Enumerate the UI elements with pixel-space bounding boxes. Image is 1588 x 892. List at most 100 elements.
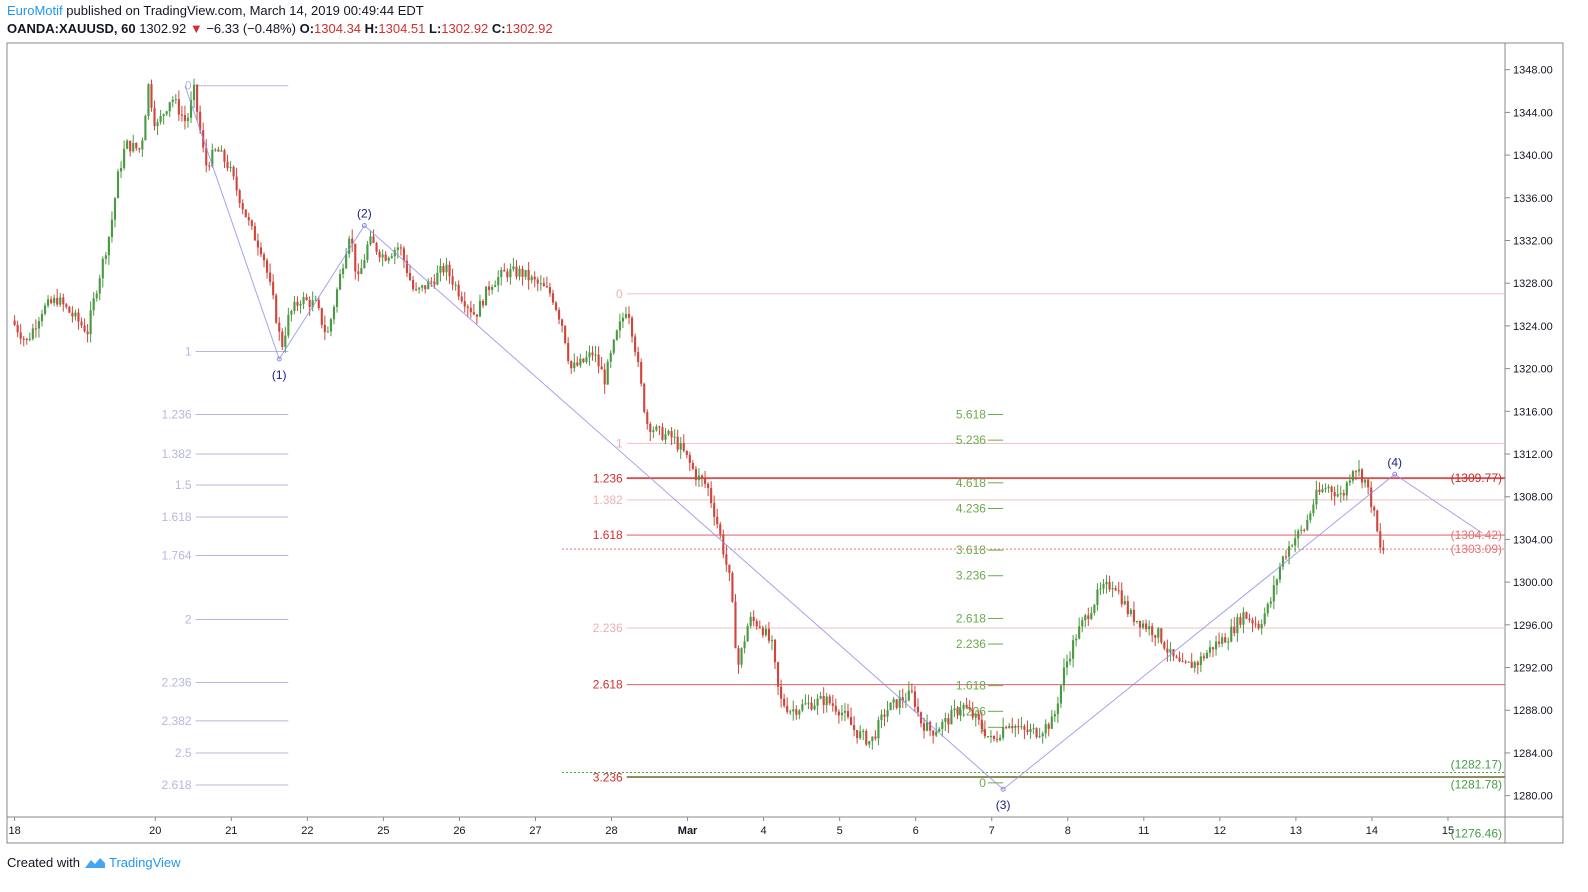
candle-body [189, 100, 193, 118]
candle-body [1145, 623, 1148, 630]
candle-body [235, 176, 238, 191]
candle-body [217, 149, 220, 152]
candle-body [916, 706, 920, 713]
candle-body [530, 276, 533, 281]
fib-blue-label: 2.764 [162, 816, 192, 830]
candle-body [345, 253, 348, 269]
price-tag-label: (1303.09) [1451, 542, 1502, 556]
price-tag-label: (1281.78) [1451, 778, 1502, 792]
candle-body [804, 703, 807, 705]
candle-body [98, 278, 101, 294]
candle-body [621, 317, 624, 322]
candle-body [932, 730, 935, 736]
close-value: 1302.92 [505, 21, 553, 36]
candle-body [612, 339, 615, 353]
tradingview-link[interactable]: TradingView [84, 855, 181, 870]
candle-body [630, 317, 634, 337]
candle-body [1132, 609, 1135, 622]
candle-body [1382, 547, 1385, 551]
candle-body [375, 242, 378, 252]
candle-body [956, 708, 959, 715]
y-tick-label: 1348.00 [1513, 65, 1553, 77]
last-price: 1302.92 [139, 21, 187, 36]
fib-green-label: 5.618 [956, 408, 986, 422]
candle-body [786, 705, 789, 712]
candle-body [734, 601, 737, 649]
candle-body [302, 297, 305, 305]
wave-point [276, 356, 282, 362]
candle-body [752, 616, 755, 622]
candle-body [342, 268, 345, 275]
x-tick-label: 13 [1290, 825, 1302, 837]
candle-body [360, 268, 363, 275]
candle-body [484, 286, 488, 306]
candle-body [822, 695, 825, 706]
author-link[interactable]: EuroMotif [7, 3, 63, 18]
candle-body [259, 247, 263, 255]
candle-body [1193, 662, 1196, 668]
candle-body [74, 312, 77, 317]
candle-body [849, 716, 853, 726]
candle-body [19, 332, 22, 339]
candle-body [813, 705, 816, 710]
candle-body [335, 289, 339, 308]
candle-body [1315, 489, 1318, 505]
candle-body [366, 244, 369, 261]
candle-body [214, 149, 217, 151]
candle-body [223, 150, 226, 162]
candle-body [46, 299, 50, 306]
tradingview-brand: TradingView [108, 855, 181, 870]
candle-body [1230, 626, 1233, 642]
candle-body [1111, 588, 1114, 590]
price-tag-label: (1282.17) [1451, 757, 1502, 771]
candle-body [1376, 510, 1379, 532]
candle-body [1014, 726, 1017, 729]
candle-body [792, 709, 795, 712]
candle-body [1370, 487, 1373, 507]
candle-body [439, 266, 442, 273]
candle-body [226, 161, 229, 169]
candle-body [603, 369, 606, 385]
candle-body [305, 297, 308, 300]
candle-body [1123, 601, 1126, 605]
fib-blue-label: 2.236 [162, 675, 192, 689]
candle-body [323, 324, 326, 333]
candle-body [515, 266, 518, 277]
candle-body [1336, 494, 1339, 497]
candle-body [68, 306, 71, 313]
y-tick-label: 1312.00 [1513, 449, 1553, 461]
candle-body [1309, 513, 1312, 520]
candle-body [953, 708, 956, 710]
y-tick-label: 1328.00 [1513, 278, 1553, 290]
candle-body [1026, 729, 1029, 732]
candle-body [457, 284, 460, 297]
x-tick-label: Mar [678, 825, 698, 837]
candle-body [655, 426, 658, 431]
candle-body [1224, 637, 1227, 643]
y-tick-label: 1292.00 [1513, 663, 1553, 675]
candle-body [573, 362, 576, 369]
candle-body [177, 99, 180, 115]
candle-body [1005, 727, 1008, 729]
y-tick-label: 1300.00 [1513, 577, 1553, 589]
symbol-header: OANDA:XAUUSD, 60 1302.92 ▼ −6.33 (−0.48%… [7, 21, 553, 36]
candle-body [773, 639, 777, 663]
candle-body [244, 209, 247, 218]
candle-body [162, 114, 165, 117]
candle-body [141, 140, 144, 150]
candle-body [1081, 620, 1084, 627]
candle-body [682, 443, 685, 451]
candle-body [840, 712, 843, 716]
candle-body [1096, 589, 1099, 605]
fib-red-label: 3.236 [593, 770, 623, 784]
candle-body [119, 168, 123, 172]
candle-body [278, 322, 281, 332]
candle-body [247, 217, 250, 221]
candle-body [1102, 584, 1105, 589]
candle-body [1187, 661, 1190, 663]
candle-body [320, 308, 323, 325]
candle-body [1008, 725, 1011, 729]
x-tick-label: 28 [605, 825, 617, 837]
candle-body [703, 478, 707, 484]
